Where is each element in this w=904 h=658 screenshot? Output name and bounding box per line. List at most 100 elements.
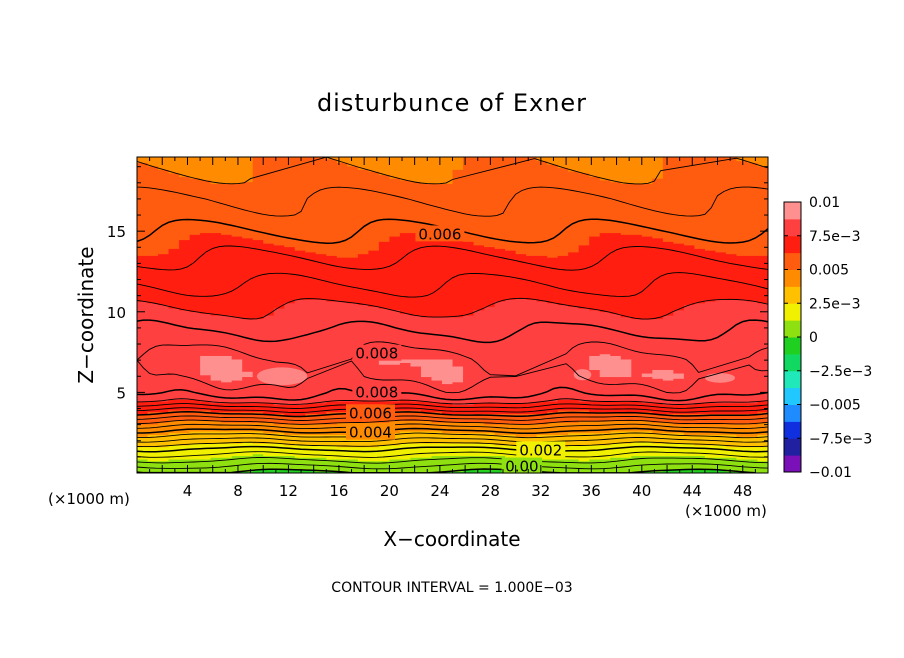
field-cell — [441, 379, 464, 383]
field-cell — [662, 167, 768, 170]
field-cell — [662, 157, 738, 160]
field-cell — [137, 394, 768, 397]
field-cell — [494, 300, 548, 304]
field-cell — [294, 300, 348, 304]
field-cell — [452, 358, 590, 362]
field-cell — [137, 343, 768, 346]
colorbar-segment — [784, 337, 801, 355]
field-cell — [137, 402, 275, 406]
contour-line — [137, 386, 768, 402]
field-cell — [599, 176, 664, 179]
field-cell — [137, 199, 768, 202]
x-tick-label: 24 — [430, 482, 449, 500]
field-cell — [652, 371, 674, 374]
field-cell — [137, 365, 201, 369]
local-maximum — [704, 373, 736, 383]
field-cell — [557, 255, 768, 258]
contour-line — [137, 407, 768, 413]
field-cell — [137, 374, 212, 378]
field-cell — [757, 458, 768, 462]
contour-label-bg — [516, 441, 566, 458]
field-cell — [547, 160, 664, 163]
field-cell — [137, 322, 768, 325]
field-cell — [463, 160, 548, 163]
colorbar-segment — [784, 438, 801, 456]
field-cell — [137, 364, 201, 367]
field-cell — [210, 457, 327, 460]
field-cell — [158, 422, 275, 425]
field-cell — [147, 164, 254, 167]
field-cell — [389, 307, 485, 311]
field-cell — [168, 306, 285, 309]
field-cell — [652, 376, 685, 379]
field-cell — [137, 385, 768, 388]
field-cell — [683, 243, 768, 246]
field-cell — [231, 471, 348, 473]
field-cell — [378, 360, 454, 363]
field-cell — [242, 236, 390, 239]
field-cell — [620, 315, 664, 318]
field-cell — [473, 313, 622, 316]
field-cell — [589, 307, 685, 311]
field-cell — [610, 443, 695, 446]
contour-label: 0.008 — [355, 345, 398, 363]
field-cell — [368, 250, 517, 253]
field-cell — [284, 302, 359, 306]
field-cell — [599, 178, 653, 181]
field-cell — [736, 253, 768, 256]
field-cell — [473, 243, 590, 246]
field-cell — [137, 411, 149, 414]
field-cell — [452, 179, 611, 183]
field-cell — [578, 244, 695, 248]
field-cell — [263, 315, 422, 318]
field-cell — [463, 165, 559, 169]
field-cell — [589, 237, 664, 241]
field-cell — [137, 183, 768, 186]
field-cell — [273, 243, 380, 246]
field-cell — [589, 241, 674, 244]
field-cell — [336, 422, 485, 425]
field-cell — [683, 307, 768, 311]
field-cell — [137, 214, 768, 218]
field-cell — [137, 302, 159, 306]
contour-label-bg — [501, 457, 543, 474]
field-cell — [137, 437, 768, 441]
field-cell — [484, 244, 580, 248]
field-cell — [137, 418, 768, 421]
field-cell — [662, 174, 768, 177]
field-cell — [578, 458, 590, 462]
colorbar-segment — [784, 320, 801, 338]
field-cell — [137, 239, 180, 242]
field-cell — [137, 316, 243, 320]
field-cell — [200, 355, 233, 358]
field-cell — [137, 193, 768, 197]
field-cell — [158, 165, 254, 169]
field-cell — [631, 371, 653, 374]
field-cell — [137, 293, 768, 297]
field-cell — [210, 376, 243, 379]
field-cell — [420, 181, 454, 184]
field-cell — [137, 243, 180, 246]
field-cell — [757, 434, 768, 437]
field-cell — [137, 432, 170, 435]
field-cell — [568, 253, 738, 256]
field-cell — [431, 420, 580, 423]
field-cell — [137, 216, 768, 220]
field-cell — [536, 299, 717, 302]
field-cell — [536, 158, 664, 162]
field-cell — [137, 306, 170, 309]
field-cell — [641, 372, 685, 376]
field-cell — [757, 164, 768, 167]
field-cell — [137, 185, 768, 188]
field-cell — [137, 392, 768, 395]
field-cell — [305, 413, 768, 416]
field-cell — [536, 401, 643, 404]
field-cell — [746, 299, 768, 302]
field-cell — [137, 337, 768, 341]
field-cell — [378, 246, 496, 249]
field-cell — [463, 374, 601, 378]
field-cell — [137, 176, 191, 179]
field-cell — [168, 250, 306, 253]
colorbar-tick-label: 2.5e−3 — [809, 296, 861, 312]
